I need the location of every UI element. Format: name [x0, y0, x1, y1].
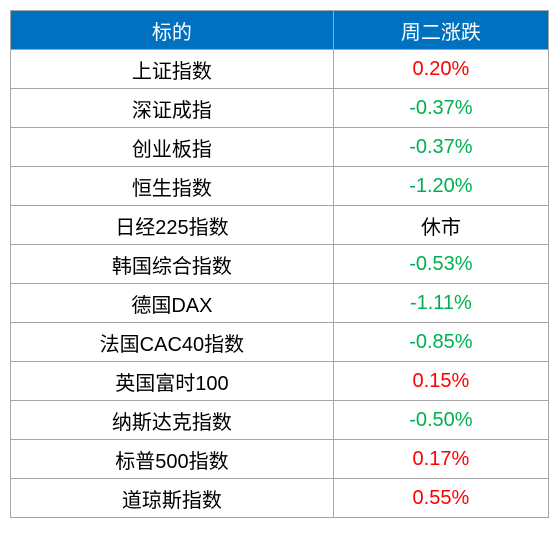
- index-change: -0.85%: [333, 323, 548, 362]
- table-row: 恒生指数-1.20%: [11, 167, 549, 206]
- index-name: 恒生指数: [11, 167, 334, 206]
- index-name: 创业板指: [11, 128, 334, 167]
- index-change: -0.50%: [333, 401, 548, 440]
- column-header-name: 标的: [11, 11, 334, 50]
- index-name: 英国富时100: [11, 362, 334, 401]
- table-row: 英国富时1000.15%: [11, 362, 549, 401]
- index-name: 法国CAC40指数: [11, 323, 334, 362]
- table-row: 法国CAC40指数-0.85%: [11, 323, 549, 362]
- index-change: -0.37%: [333, 128, 548, 167]
- index-change: -0.37%: [333, 89, 548, 128]
- index-name: 纳斯达克指数: [11, 401, 334, 440]
- table-row: 创业板指-0.37%: [11, 128, 549, 167]
- index-change-table: 标的 周二涨跌 上证指数0.20%深证成指-0.37%创业板指-0.37%恒生指…: [10, 10, 549, 518]
- table-row: 纳斯达克指数-0.50%: [11, 401, 549, 440]
- table-row: 上证指数0.20%: [11, 50, 549, 89]
- index-change: -1.11%: [333, 284, 548, 323]
- table-row: 德国DAX-1.11%: [11, 284, 549, 323]
- table-row: 深证成指-0.37%: [11, 89, 549, 128]
- index-change: 休市: [333, 206, 548, 245]
- table-row: 日经225指数休市: [11, 206, 549, 245]
- index-change: -0.53%: [333, 245, 548, 284]
- index-name: 深证成指: [11, 89, 334, 128]
- table-body: 上证指数0.20%深证成指-0.37%创业板指-0.37%恒生指数-1.20%日…: [11, 50, 549, 518]
- index-change: -1.20%: [333, 167, 548, 206]
- table-row: 韩国综合指数-0.53%: [11, 245, 549, 284]
- index-name: 道琼斯指数: [11, 479, 334, 518]
- index-name: 日经225指数: [11, 206, 334, 245]
- index-change: 0.20%: [333, 50, 548, 89]
- index-name: 德国DAX: [11, 284, 334, 323]
- index-name: 上证指数: [11, 50, 334, 89]
- index-change: 0.17%: [333, 440, 548, 479]
- table-header-row: 标的 周二涨跌: [11, 11, 549, 50]
- table-row: 道琼斯指数0.55%: [11, 479, 549, 518]
- index-name: 韩国综合指数: [11, 245, 334, 284]
- index-change: 0.55%: [333, 479, 548, 518]
- index-name: 标普500指数: [11, 440, 334, 479]
- table-row: 标普500指数0.17%: [11, 440, 549, 479]
- column-header-change: 周二涨跌: [333, 11, 548, 50]
- index-change: 0.15%: [333, 362, 548, 401]
